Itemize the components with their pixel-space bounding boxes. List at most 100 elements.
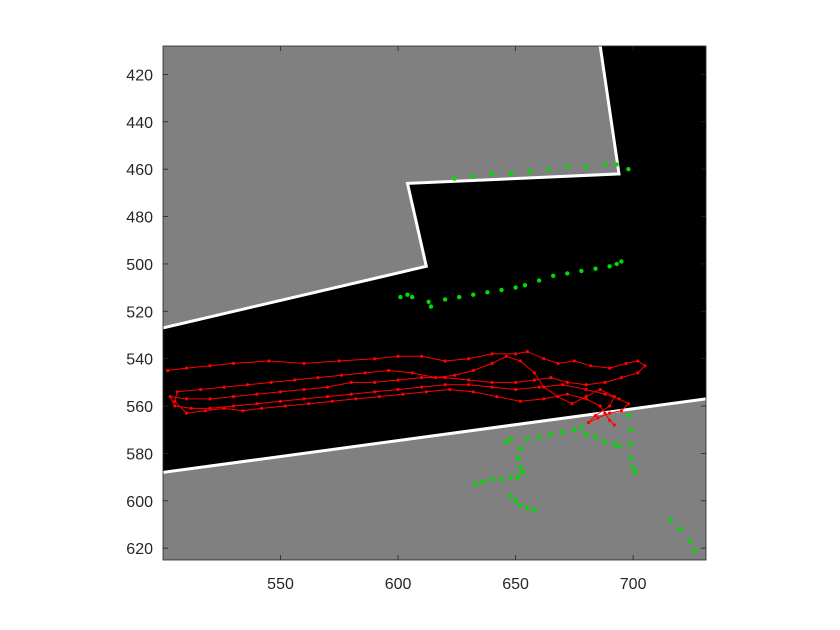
series-1-point xyxy=(278,390,283,394)
series-0-point xyxy=(513,285,518,290)
y-tick-label: 460 xyxy=(126,162,153,179)
series-1-point xyxy=(316,376,320,380)
series-1-point xyxy=(556,361,560,365)
y-tick-label: 540 xyxy=(126,352,153,369)
y-tick-label: 560 xyxy=(126,399,153,416)
series-1-point xyxy=(490,361,494,365)
series-1-point xyxy=(443,359,447,363)
series-0-point xyxy=(518,503,523,508)
series-1-point xyxy=(434,376,438,380)
series-0-point xyxy=(633,470,638,475)
series-1-point xyxy=(241,409,245,413)
series-1-point xyxy=(636,371,640,375)
series-0-point xyxy=(428,304,434,309)
series-1-point xyxy=(443,383,447,387)
series-1-point xyxy=(518,359,522,363)
series-1-point xyxy=(325,395,330,399)
y-tick-label: 600 xyxy=(126,494,153,511)
map-layer xyxy=(163,46,706,560)
series-0-point xyxy=(442,297,448,302)
series-1-point xyxy=(471,368,475,373)
series-0-point xyxy=(583,432,589,437)
series-1-point xyxy=(260,406,264,410)
series-1-point xyxy=(168,395,172,399)
series-0-point xyxy=(677,527,683,532)
series-0-point xyxy=(489,477,495,482)
series-1-point xyxy=(572,359,577,363)
series-1-point xyxy=(626,402,631,406)
series-1-point xyxy=(302,397,306,401)
series-1-point xyxy=(603,380,607,384)
series-1-point xyxy=(184,411,189,415)
series-0-point xyxy=(536,278,542,283)
series-1-point xyxy=(424,390,428,394)
series-1-point xyxy=(643,364,647,368)
series-0 xyxy=(398,162,697,553)
series-1-point xyxy=(589,364,593,368)
series-1-point xyxy=(208,406,212,410)
series-1-point xyxy=(471,390,475,394)
plot-area xyxy=(163,46,706,560)
series-1-point xyxy=(208,397,212,401)
series-1 xyxy=(166,350,647,427)
series-0-point xyxy=(626,413,631,418)
series-1-point xyxy=(593,413,598,418)
series-0-point xyxy=(471,174,476,179)
series-1-point xyxy=(189,406,193,410)
series-1-point xyxy=(584,397,588,401)
series-0-point xyxy=(546,167,551,172)
series-0-point xyxy=(628,441,633,447)
series-1-point xyxy=(584,383,588,387)
series-1-point xyxy=(596,416,600,420)
x-tick-label: 550 xyxy=(267,576,294,593)
series-1-point xyxy=(203,409,207,413)
series-0-point xyxy=(508,493,514,499)
series-1-point xyxy=(603,411,607,415)
series-1-point xyxy=(525,350,530,354)
series-1-point xyxy=(608,418,612,422)
series-0-point xyxy=(583,164,589,169)
series-1-point xyxy=(173,399,177,403)
series-0-point xyxy=(579,425,584,430)
series-0-point xyxy=(525,437,530,442)
series-0-point xyxy=(565,271,570,276)
series-1-point xyxy=(617,397,621,401)
series-1-point xyxy=(420,354,424,358)
series-1-point xyxy=(584,387,588,392)
series-1-point xyxy=(443,376,447,380)
y-tick-label: 420 xyxy=(126,67,153,84)
y-axis: 420 440 460 480 500 520 540 560 580 600 620 xyxy=(126,67,706,558)
series-0-point xyxy=(565,164,570,169)
y-tick-label: 520 xyxy=(126,304,153,321)
series-1-point xyxy=(387,368,391,373)
y-tick-label: 440 xyxy=(126,115,153,132)
series-1-point xyxy=(267,359,271,363)
series-0-point xyxy=(687,538,692,544)
x-axis: 550 600 650 700 xyxy=(267,46,647,593)
series-1-point xyxy=(561,383,565,387)
series-1-point xyxy=(396,378,400,382)
series-0-point xyxy=(593,266,598,271)
series-0-point xyxy=(628,427,633,432)
series-0-point xyxy=(513,498,518,503)
series-0-point xyxy=(551,273,556,278)
series-1-point xyxy=(514,352,518,356)
y-tick-label: 580 xyxy=(126,446,153,463)
series-1-point xyxy=(448,387,452,392)
series-1-point xyxy=(549,376,553,380)
series-1-point xyxy=(377,395,381,399)
series-0-point xyxy=(626,167,631,172)
series-0-point xyxy=(593,434,598,439)
series-1-point xyxy=(467,357,471,361)
series-0-point xyxy=(515,474,521,480)
series-1-point xyxy=(255,392,259,396)
series-1-point xyxy=(373,357,377,361)
series-0-point xyxy=(504,439,509,444)
series-1-point xyxy=(532,378,537,382)
series-0-point xyxy=(614,261,619,267)
series-0-point xyxy=(508,474,514,480)
plot-frame xyxy=(162,45,707,561)
series-0-point xyxy=(499,477,504,482)
series-0-point xyxy=(473,482,478,487)
